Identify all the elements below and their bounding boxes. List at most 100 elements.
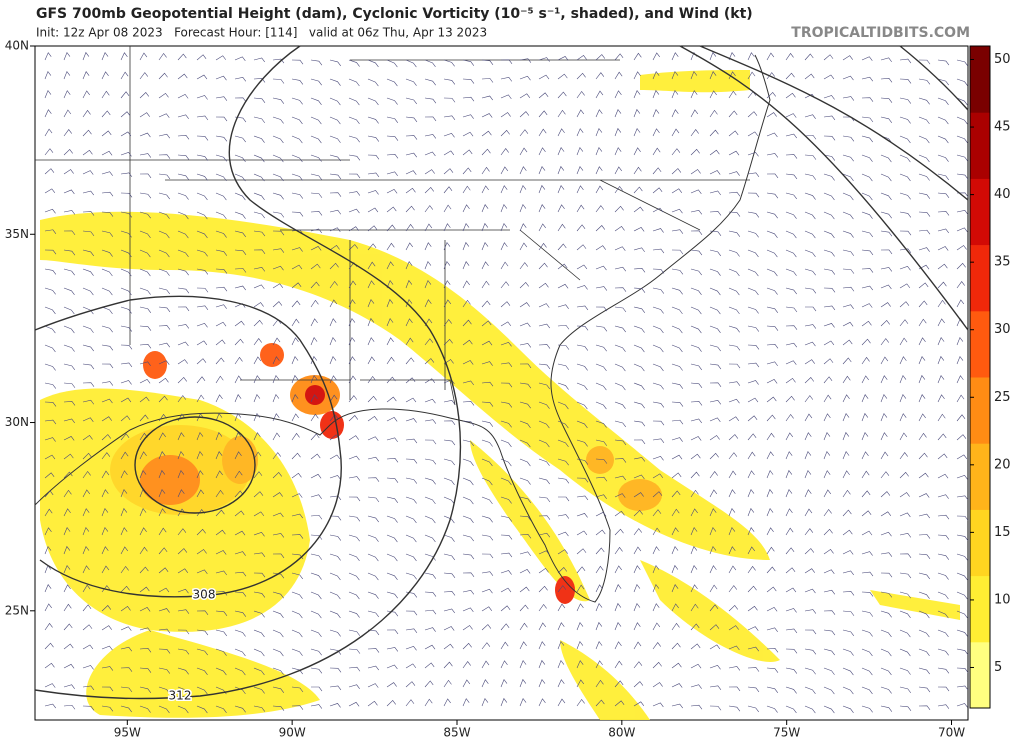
- wind-barb: [329, 534, 342, 541]
- wind-barb: [633, 701, 645, 707]
- wind-barb: [519, 363, 532, 369]
- wind-barb: [861, 135, 873, 143]
- wind-barb: [861, 705, 873, 713]
- wind-barb: [462, 572, 475, 577]
- wind-barb: [424, 223, 433, 232]
- wind-barb: [671, 419, 684, 425]
- wind-barb: [842, 629, 855, 637]
- wind-barb: [367, 207, 379, 213]
- wind-barb: [348, 336, 356, 346]
- wind-barb: [329, 414, 339, 422]
- wind-barb: [899, 135, 911, 144]
- wind-barb: [253, 471, 263, 479]
- wind-barb: [44, 287, 56, 295]
- wind-barb: [842, 610, 855, 616]
- wind-barb: [766, 325, 779, 331]
- colorbar-tick-label: 50: [994, 52, 1011, 67]
- wind-barb: [861, 76, 874, 82]
- wind-barb: [272, 471, 282, 479]
- wind-barb: [139, 343, 152, 349]
- wind-barb: [44, 437, 56, 442]
- wind-barb: [785, 211, 797, 219]
- wind-barb: [956, 685, 969, 691]
- wind-barb: [424, 698, 433, 707]
- wind-barb: [481, 340, 493, 346]
- wind-barb: [424, 97, 437, 104]
- wind-barb: [823, 323, 835, 328]
- wind-barb: [614, 287, 627, 292]
- wind-barb: [842, 394, 850, 403]
- wind-barb: [405, 242, 413, 251]
- wind-barb: [709, 325, 721, 333]
- wind-barb: [405, 97, 417, 105]
- wind-barb: [234, 705, 246, 713]
- wind-barb: [253, 116, 266, 124]
- wind-barb: [614, 266, 627, 272]
- wind-barb: [633, 681, 644, 688]
- wind-barb: [101, 546, 109, 555]
- wind-barb: [747, 415, 758, 422]
- wind-barb: [538, 110, 548, 118]
- wind-barb: [937, 228, 949, 234]
- wind-barb: [405, 534, 417, 543]
- wind-barb: [576, 204, 585, 213]
- wind-barb: [348, 534, 360, 542]
- wind-barb: [234, 135, 246, 143]
- wind-barb: [158, 211, 170, 219]
- wind-barb: [633, 457, 646, 462]
- colorbar-swatch: [970, 46, 990, 113]
- wind-barb: [557, 204, 565, 213]
- wind-barb: [861, 431, 869, 441]
- wind-barb: [500, 203, 508, 213]
- wind-barb: [709, 363, 722, 370]
- wind-barb: [272, 591, 284, 599]
- wind-barb: [823, 54, 834, 61]
- wind-barb: [633, 622, 641, 631]
- wind-barb: [44, 70, 52, 80]
- wind-barb: [576, 146, 584, 156]
- wind-barb: [519, 281, 529, 289]
- wind-barb: [576, 382, 588, 391]
- wind-barb: [234, 338, 244, 346]
- wind-barb: [405, 628, 418, 633]
- wind-barb: [633, 509, 643, 517]
- wind-barb: [709, 249, 722, 257]
- wind-barb: [177, 306, 190, 312]
- wind-barb: [538, 74, 550, 80]
- wind-barb: [63, 210, 76, 215]
- wind-barb: [500, 605, 511, 612]
- wind-barb: [538, 165, 546, 175]
- wind-barb: [82, 526, 90, 536]
- wind-barb: [880, 629, 892, 638]
- wind-barb: [747, 646, 760, 652]
- wind-barb: [139, 268, 151, 277]
- wind-barb: [158, 667, 171, 674]
- wind-barb: [709, 268, 721, 276]
- wind-barb: [538, 659, 546, 669]
- wind-barb: [823, 268, 836, 275]
- wind-barb: [918, 154, 930, 163]
- wind-barb: [63, 565, 71, 574]
- wind-barb: [823, 528, 833, 536]
- wind-barb: [671, 545, 679, 555]
- wind-barb: [253, 338, 262, 346]
- wind-barb: [557, 640, 565, 650]
- wind-barb: [595, 344, 607, 352]
- wind-barb: [652, 287, 665, 294]
- wind-barb: [595, 90, 604, 99]
- wind-barb: [709, 344, 721, 352]
- wind-barb: [272, 512, 284, 518]
- wind-barb: [652, 546, 660, 555]
- wind-barb: [576, 458, 589, 465]
- wind-barb: [443, 572, 456, 578]
- wind-barb: [595, 325, 608, 332]
- wind-barb: [652, 622, 661, 631]
- wind-barb: [253, 412, 261, 422]
- wind-barb: [405, 298, 413, 308]
- wind-barb: [956, 135, 968, 143]
- wind-barb: [956, 553, 968, 561]
- wind-barb: [728, 625, 739, 631]
- wind-barb: [538, 303, 550, 308]
- wind-barb: [44, 545, 52, 555]
